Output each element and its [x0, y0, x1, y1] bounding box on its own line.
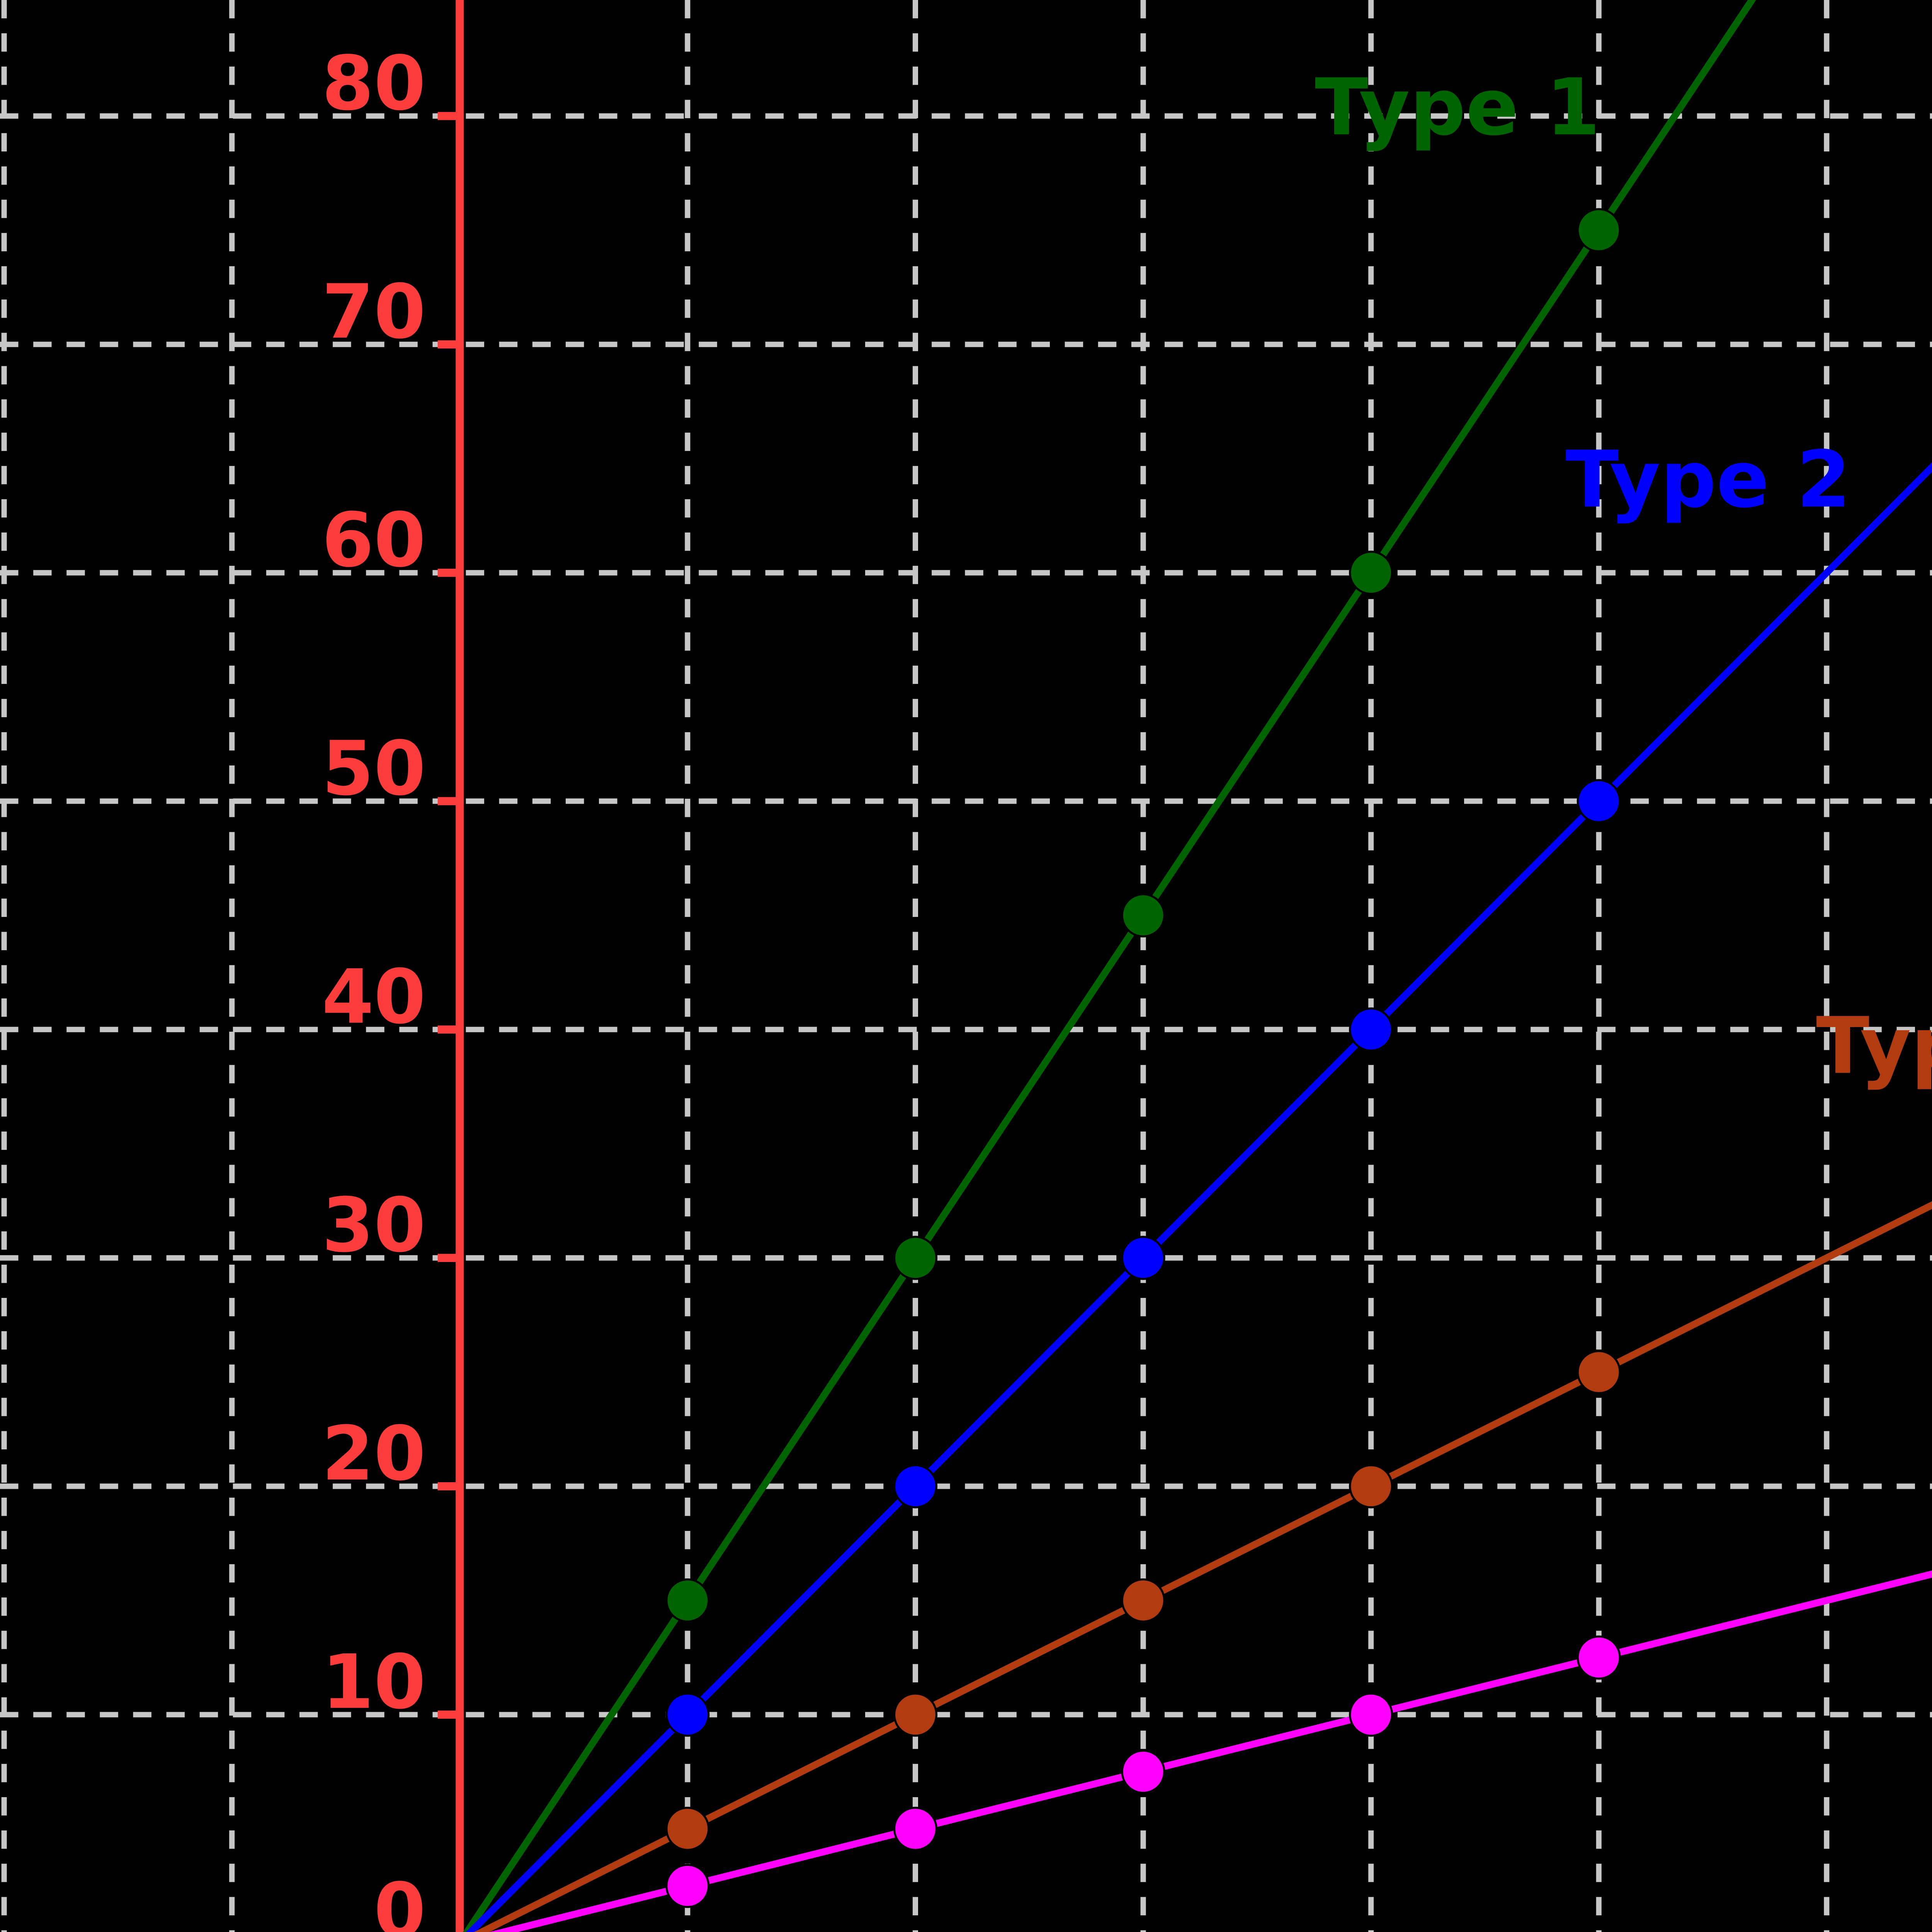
y-tick-label-70: 70 — [322, 269, 426, 355]
data-point-type-2-x10 — [893, 1464, 938, 1509]
y-tick-label-30: 30 — [322, 1182, 426, 1269]
data-point-type-4-x15 — [1121, 1750, 1165, 1794]
data-point-type-3-x15 — [1121, 1578, 1165, 1623]
y-tick-label-40: 40 — [322, 954, 426, 1041]
data-point-type-1-x25 — [1577, 208, 1621, 252]
series-label-type-1: Type 1 — [1315, 62, 1600, 153]
data-point-type-3-x5 — [665, 1806, 710, 1851]
series-line-type-3 — [474, 1201, 1932, 1932]
data-point-type-2-x25 — [1577, 779, 1621, 823]
series-label-type-2: Type 2 — [1566, 434, 1851, 525]
data-point-type-1-x10 — [893, 1236, 938, 1280]
data-point-type-1-x20 — [1349, 551, 1393, 595]
data-point-type-4-x25 — [1577, 1635, 1621, 1680]
series-label-type-3: Type 3 — [1816, 1000, 1932, 1092]
y-tick-label-20: 20 — [322, 1410, 426, 1497]
y-tick-label-0: 0 — [374, 1867, 426, 1932]
data-point-type-4-x20 — [1349, 1692, 1393, 1737]
data-point-type-2-x15 — [1121, 1236, 1165, 1280]
data-point-type-2-x5 — [665, 1692, 710, 1737]
data-point-type-3-x25 — [1577, 1350, 1621, 1395]
y-tick-label-50: 50 — [322, 725, 426, 812]
data-point-type-1-x15 — [1121, 893, 1165, 937]
y-tick-label-80: 80 — [322, 40, 426, 127]
data-point-type-3-x10 — [893, 1692, 938, 1737]
y-tick-label-10: 10 — [322, 1639, 426, 1726]
data-point-type-2-x20 — [1349, 1007, 1393, 1052]
data-point-type-3-x20 — [1349, 1464, 1393, 1509]
data-point-type-4-x5 — [665, 1864, 710, 1908]
data-point-type-4-x10 — [893, 1806, 938, 1851]
data-point-type-1-x5 — [665, 1578, 710, 1623]
y-tick-label-60: 60 — [322, 497, 426, 584]
series-line-type-4 — [489, 1570, 1932, 1932]
